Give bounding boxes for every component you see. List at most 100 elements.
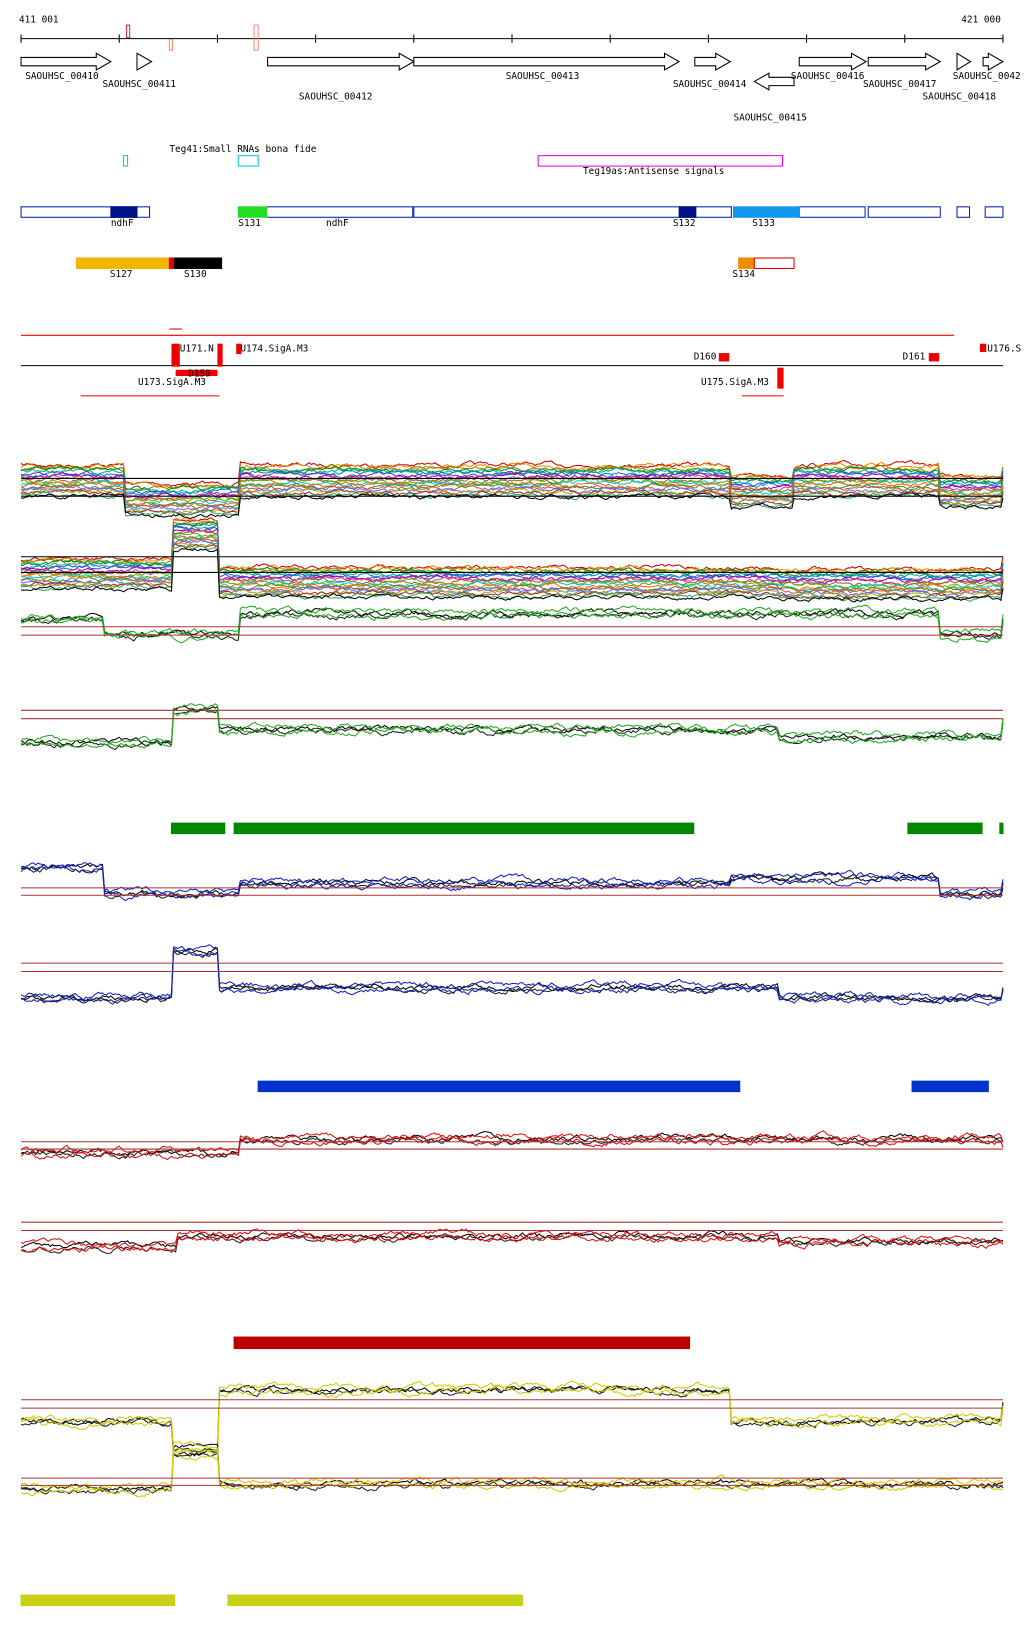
signal-trace [20,863,1004,899]
gene-label: SAOUHSC_00413 [506,71,580,82]
gene-arrow [956,52,972,71]
gene-arrow [267,52,415,71]
signal-trace [20,1440,1004,1490]
signal-trace [20,539,1004,597]
signal-trace [20,607,1004,639]
signal-trace [20,864,1004,900]
segment [984,206,1004,218]
segment-label: ndhF [111,218,134,229]
annotation-box [537,155,784,167]
signal-trace [20,944,1004,1001]
signal-trace [20,487,1004,514]
gene-arrow [753,72,795,91]
gene-label: SAOUHSC_00416 [791,71,865,82]
ruler-start: 411 001 [19,14,59,25]
signal-trace [20,518,1004,574]
signal-trace [20,465,1004,493]
gene-label: SAOUHSC_00418 [923,92,997,103]
ruler: 411 001 421 000 [19,14,1003,51]
signal-trace [20,528,1004,587]
annotation-box [237,155,259,167]
signal-trace [20,1447,1004,1498]
signal-trace [20,468,1004,496]
transcript-label: U173.SigA.M3 [138,377,206,388]
transcript-mark [175,369,218,377]
segment [257,1080,741,1093]
transcript-mark [236,343,242,355]
signal-trace [20,1385,1004,1461]
signal-trace [20,543,1004,600]
ruler-end: 421 000 [961,14,1001,25]
signal-trace [20,547,1004,603]
signal-trace [20,517,1004,575]
segment [174,257,223,269]
segment [678,206,697,218]
gene-arrow [982,52,1005,71]
transcript-label: U171.N [180,343,214,354]
signal-trace [20,604,1004,638]
signal-trace [20,481,1004,508]
segment [753,257,795,269]
segment [798,206,866,218]
segment [738,257,755,269]
gene-label: SAOUHSC_00411 [103,79,177,90]
segment [20,206,151,218]
segment [170,822,226,835]
gene-label: SAOUHSC_00414 [673,79,747,90]
transcript-label: U176.S [987,343,1021,354]
segment-label: S127 [110,269,133,280]
gene-arrow [136,52,153,71]
transcript-mark [217,343,223,367]
signal-trace [20,537,1004,595]
gene-arrow [694,52,732,71]
signal-trace [20,459,1004,488]
signal-trace [21,486,1004,513]
signal-trace [20,1233,1004,1254]
signal-trace [20,470,1004,499]
annotation-label: Teg19as:Antisense signals [583,166,724,177]
segment-label: S132 [673,218,696,229]
segment [911,1080,989,1093]
gene-arrow [867,52,942,71]
signal-trace [20,1384,1004,1457]
gene-label: SAOUHSC_00410 [25,71,99,82]
signal-trace [20,1443,1004,1493]
segment [266,206,414,218]
segment [907,822,983,835]
segment [233,1336,691,1350]
segment-label: ndhF [326,218,349,229]
transcript-mark [928,353,940,362]
annotation-box [122,155,129,167]
signal-trace [20,1447,1004,1495]
transcript-label: U174.SigA.M3 [240,343,308,354]
signal-trace [20,476,1004,502]
transcript-label: U175.SigA.M3 [701,377,769,388]
transcript-label: D159 [188,368,211,379]
signal-trace [20,491,1004,517]
segment [867,206,941,218]
gene-label: SAOUHSC_0042 [953,71,1021,82]
transcript-label: D160 [694,352,717,363]
segment [20,1594,176,1607]
signal-trace [20,705,1004,747]
segment [956,206,971,218]
gene-arrow [413,52,681,71]
transcript-mark [979,343,987,353]
gene-arrow [798,52,868,71]
segment [233,822,695,835]
segment [237,206,268,218]
signal-trace [20,609,1004,644]
signal-trace [20,528,1004,588]
segment [413,206,732,218]
signal-trace [20,703,1004,744]
transcript-mark [777,367,784,389]
signal-trace [21,472,1004,500]
segment [732,206,800,218]
annotation-label: Teg41:Small RNAs bona fide [169,144,316,155]
signal-trace [20,1230,1004,1249]
segment [110,206,138,218]
segment-label: S131 [238,218,261,229]
segment-label: S133 [752,218,775,229]
segment [999,822,1004,835]
